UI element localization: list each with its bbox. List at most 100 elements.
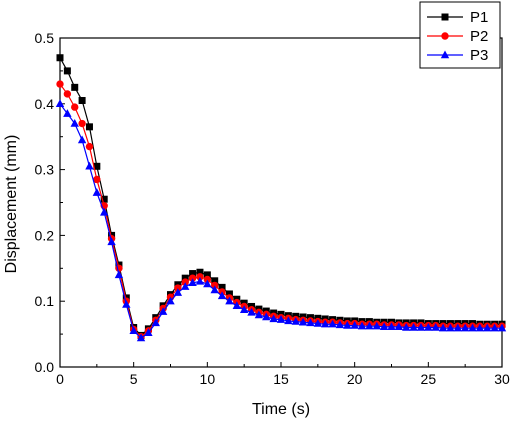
data-point-p3	[306, 318, 315, 327]
data-point-p1	[181, 274, 189, 282]
data-point-p2	[93, 175, 101, 184]
series-layer	[55, 54, 507, 342]
data-point-p3	[195, 276, 205, 285]
x-tick-label: 10	[200, 371, 216, 387]
y-tick-label: 0.3	[35, 162, 55, 178]
data-point-p3	[291, 317, 300, 325]
x-tick-label: 20	[347, 371, 363, 387]
y-tick-label: 0.4	[35, 96, 55, 112]
data-point-p3	[70, 119, 79, 127]
data-point-p3	[181, 282, 190, 290]
data-point-p1	[71, 83, 79, 91]
data-point-p1	[196, 268, 204, 276]
data-point-p3	[136, 333, 146, 342]
data-point-p2	[78, 119, 86, 128]
data-point-p3	[365, 321, 374, 330]
data-point-p3	[129, 326, 138, 335]
x-tick-label: 30	[494, 371, 510, 387]
legend-label-p1: P1	[470, 9, 488, 26]
series-p2	[56, 80, 506, 341]
y-axis-title: Displacement (mm)	[3, 135, 20, 274]
data-point-p3	[203, 279, 212, 288]
y-tick-label: 0.5	[35, 30, 55, 46]
data-point-p3	[77, 135, 87, 144]
data-point-p1	[63, 67, 71, 75]
data-point-p3	[387, 322, 396, 331]
data-point-p3	[357, 321, 367, 330]
data-point-p3	[438, 323, 448, 332]
legend-box	[419, 1, 501, 69]
data-point-p2	[71, 103, 79, 111]
data-point-p3	[453, 323, 462, 332]
data-point-p2	[196, 273, 204, 281]
data-point-p3	[173, 288, 183, 296]
data-point-p3	[276, 315, 286, 323]
data-point-p2	[211, 281, 219, 290]
data-point-p2	[63, 90, 72, 98]
data-point-p3	[483, 323, 492, 332]
data-point-p1	[189, 270, 197, 278]
data-point-p3	[107, 237, 116, 246]
data-point-p3	[416, 323, 426, 331]
x-axis-ticks: 0 5 10 15 20 25 30	[56, 362, 510, 387]
data-point-p3	[55, 99, 65, 107]
data-point-p3	[321, 319, 330, 328]
data-point-p3	[475, 323, 485, 332]
data-point-p3	[63, 109, 72, 117]
data-point-p3	[298, 317, 308, 326]
y-tick-label: 0.0	[35, 359, 55, 375]
data-point-p3	[144, 328, 153, 336]
legend-label-p2: P2	[470, 28, 488, 45]
data-point-p2	[174, 284, 182, 292]
data-point-p1	[211, 277, 219, 285]
legend-marker-p3	[440, 50, 450, 59]
data-point-p3	[402, 323, 411, 331]
y-tick-label: 0.2	[35, 227, 55, 243]
data-point-p3	[460, 323, 470, 332]
data-point-p3	[151, 318, 160, 327]
data-point-p3	[409, 323, 418, 331]
data-point-p3	[262, 312, 271, 321]
legend-marker-p2	[441, 32, 449, 40]
data-point-p2	[203, 275, 212, 284]
data-point-p2	[181, 278, 189, 286]
data-point-p3	[372, 321, 381, 330]
y-axis-ticks: 0.0 0.1 0.2 0.3 0.4 0.5	[35, 30, 65, 375]
data-point-p3	[232, 301, 241, 310]
data-point-p3	[497, 323, 507, 332]
data-point-p1	[203, 271, 211, 279]
data-point-p1	[85, 123, 93, 131]
data-point-p3	[424, 323, 433, 331]
data-point-p3	[254, 310, 264, 319]
data-point-p3	[239, 305, 249, 313]
data-point-p2	[188, 274, 197, 282]
data-point-p3	[210, 285, 219, 294]
data-point-p3	[431, 323, 440, 331]
data-point-p3	[335, 320, 345, 329]
data-point-p2	[56, 80, 64, 88]
data-point-p3	[247, 307, 256, 316]
data-point-p3	[394, 322, 404, 331]
data-point-p3	[328, 319, 337, 328]
data-point-p1	[100, 195, 108, 203]
data-point-p3	[217, 291, 227, 300]
data-point-p3	[158, 307, 168, 315]
data-point-p3	[350, 321, 359, 329]
data-point-p1	[218, 283, 226, 291]
data-point-p2	[85, 142, 94, 151]
data-point-p3	[269, 314, 278, 323]
legend-marker-p1	[441, 13, 449, 21]
data-point-p1	[78, 97, 86, 105]
data-point-p3	[284, 316, 293, 325]
series-line-p1	[59, 57, 502, 337]
data-point-p1	[56, 54, 64, 62]
data-point-p1	[93, 162, 101, 170]
legend-label-p3: P3	[470, 47, 488, 64]
x-tick-label: 0	[56, 371, 64, 387]
data-point-p3	[468, 323, 477, 332]
data-point-p3	[343, 321, 352, 329]
data-point-p3	[100, 207, 109, 216]
x-tick-label: 25	[421, 371, 437, 387]
data-point-p3	[446, 323, 455, 332]
data-point-p3	[122, 299, 131, 308]
